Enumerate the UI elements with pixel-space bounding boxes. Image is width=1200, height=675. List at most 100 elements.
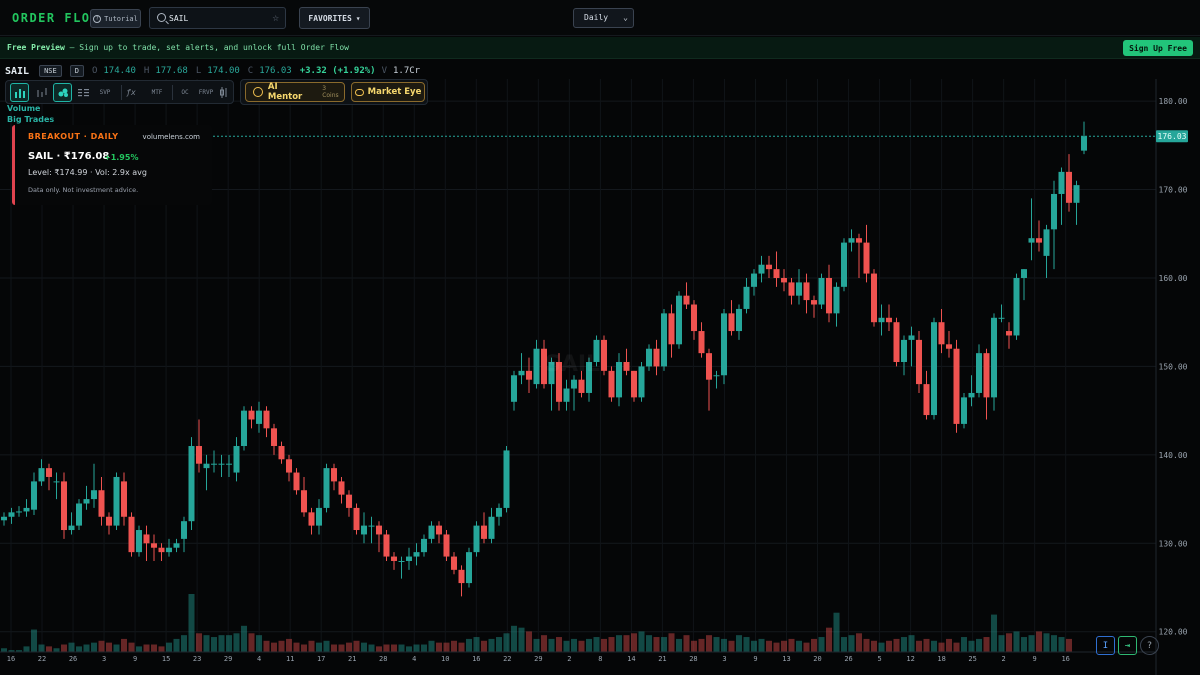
interval-select[interactable]: Daily ⌄: [573, 8, 634, 28]
candle: [833, 282, 840, 327]
volume-bar: [743, 637, 750, 652]
candle: [128, 512, 135, 557]
volume-bar: [158, 646, 165, 652]
scroll-to-latest-button[interactable]: ⇥: [1118, 636, 1137, 655]
date-tick-label: 16: [7, 655, 15, 663]
oc-button[interactable]: OC: [181, 89, 189, 96]
indicator-volume[interactable]: Volume: [7, 104, 41, 113]
candle: [308, 507, 315, 535]
candle-body: [451, 556, 457, 570]
volume-bar: [631, 633, 637, 652]
candle-body: [398, 560, 405, 562]
svp-button[interactable]: SVP: [99, 89, 111, 96]
candle-body: [818, 277, 825, 305]
candle-body: [1028, 238, 1035, 243]
price-scale-button[interactable]: I: [1096, 636, 1115, 655]
search-input[interactable]: [169, 11, 264, 26]
candle: [916, 331, 922, 393]
candle: [413, 543, 420, 566]
volume-bar: [286, 638, 292, 652]
date-tick-label: 25: [968, 655, 976, 663]
clusters-icon[interactable]: [53, 83, 72, 102]
candle-body: [181, 521, 187, 539]
candle: [421, 534, 427, 557]
candle: [361, 512, 367, 544]
volume-bar: [878, 642, 885, 652]
candle-body: [83, 499, 90, 504]
candle-body: [766, 264, 772, 270]
market-eye-button[interactable]: Market Eye: [351, 82, 425, 102]
candle-type-icon[interactable]: [33, 83, 50, 102]
date-tick-label: 3: [722, 655, 726, 663]
candle-body: [68, 525, 75, 531]
volume-bar: [841, 637, 847, 652]
candle: [608, 366, 615, 402]
candle-body: [271, 428, 277, 447]
candle-body: [938, 322, 945, 345]
volume-bar: [466, 638, 472, 652]
tutorial-button[interactable]: ? Tutorial: [90, 9, 141, 28]
candle: [871, 269, 877, 327]
candle-body: [143, 534, 150, 544]
candle-body: [653, 348, 660, 367]
candle: [691, 300, 697, 340]
candle-body: [1021, 269, 1027, 278]
candle-body: [173, 543, 180, 548]
toolbar-divider: [172, 85, 173, 100]
candle-body: [736, 308, 742, 332]
volume-bar: [368, 644, 375, 652]
candle: [91, 463, 97, 508]
candle: [563, 379, 570, 411]
date-tick-label: 12: [906, 655, 914, 663]
bar-chart-icon[interactable]: [10, 83, 29, 102]
list-icon[interactable]: [76, 83, 90, 102]
candle-body: [331, 468, 337, 482]
candle-body: [698, 331, 705, 354]
date-tick-label: 4: [412, 655, 416, 663]
candle: [136, 525, 142, 557]
volume-bar: [826, 627, 832, 652]
frvp-button[interactable]: FRVP: [198, 89, 214, 96]
volume-bar: [263, 640, 270, 652]
candle-settings-icon[interactable]: [218, 83, 230, 102]
volume-bar: [98, 640, 105, 652]
volume-bar: [46, 646, 52, 652]
volume-bar: [406, 646, 412, 652]
candle-body: [293, 472, 300, 491]
star-icon[interactable]: ☆: [272, 11, 279, 24]
caret-down-icon: ▾: [355, 13, 361, 23]
candle: [901, 335, 907, 376]
price-tick-label: 160.00: [1159, 274, 1188, 283]
price-tick-label: 170.00: [1159, 186, 1188, 195]
favorites-button[interactable]: FAVORITES ▾: [299, 7, 370, 29]
volume-value: 1.7Cr: [393, 66, 421, 76]
date-tick-label: 16: [472, 655, 480, 663]
candle: [293, 468, 300, 495]
price-tick-label: 150.00: [1159, 362, 1188, 371]
volume-bar: [713, 637, 720, 652]
candle-body: [473, 525, 480, 553]
candle-body: [1066, 171, 1072, 203]
candle: [398, 556, 405, 579]
candle-body: [893, 322, 900, 362]
candle: [286, 454, 292, 482]
symbol-search[interactable]: ☆: [149, 7, 286, 29]
sign-up-button[interactable]: Sign Up Free: [1123, 40, 1193, 56]
indicator-big-trades[interactable]: Big Trades: [7, 115, 55, 124]
volume-bar: [496, 637, 502, 652]
close-key: C: [247, 66, 254, 76]
mtf-button[interactable]: MTF: [151, 89, 163, 96]
tutorial-label: Tutorial: [104, 14, 138, 23]
help-button[interactable]: ?: [1140, 636, 1159, 655]
candle: [503, 446, 510, 513]
volume-bar: [758, 638, 765, 652]
candle: [1051, 180, 1057, 270]
formula-icon[interactable]: ƒx: [126, 88, 136, 97]
low-key: L: [195, 66, 202, 76]
volume-bar: [68, 642, 75, 652]
candle: [1073, 180, 1080, 225]
candle-body: [421, 538, 427, 553]
ai-mentor-button[interactable]: AI Mentor 3 Coins: [245, 82, 345, 102]
date-tick-label: 11: [286, 655, 294, 663]
app-logo[interactable]: ORDER FLOW: [12, 11, 100, 25]
